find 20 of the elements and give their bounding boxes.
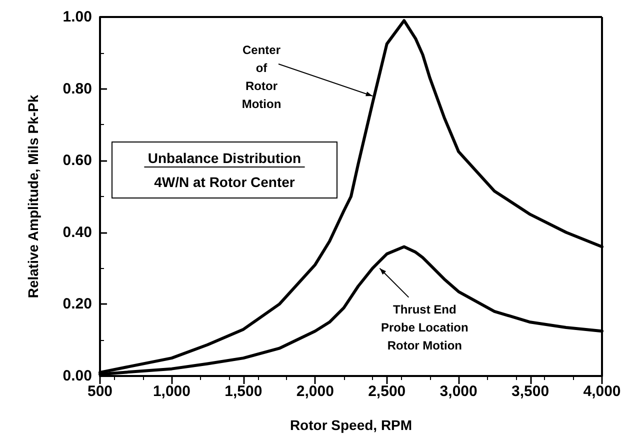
x-tick-label: 2,000 xyxy=(296,383,334,400)
y-tick-label: 0.00 xyxy=(62,368,92,384)
y-tick-label: 1.00 xyxy=(62,8,92,26)
annotation: Thrust End Probe Location Rotor Motion xyxy=(381,302,468,352)
x-axis-title: Rotor Speed, RPM xyxy=(290,417,412,433)
x-tick-label: 3,000 xyxy=(440,383,478,400)
x-tick-label: 1,000 xyxy=(152,383,190,400)
annotation: Center of Rotor Motion xyxy=(242,42,282,111)
y-tick-label: 0.40 xyxy=(62,224,92,241)
y-tick-label: 0.80 xyxy=(62,80,92,98)
x-tick-label: 3,500 xyxy=(512,383,550,400)
x-tick-label: 4,000 xyxy=(583,383,621,400)
x-tick-label: 1,500 xyxy=(224,383,262,400)
y-tick-label: 0.20 xyxy=(62,296,92,313)
y-axis-title: Relative Amplitude, Mils Pk-Pk xyxy=(25,94,41,298)
annotation: 4W/N at Rotor Center xyxy=(154,174,296,190)
annotation: Unbalance Distribution xyxy=(148,150,302,166)
y-tick-label: 0.60 xyxy=(62,152,92,170)
x-tick-label: 2,500 xyxy=(368,383,406,400)
x-tick-label: 500 xyxy=(87,383,113,400)
